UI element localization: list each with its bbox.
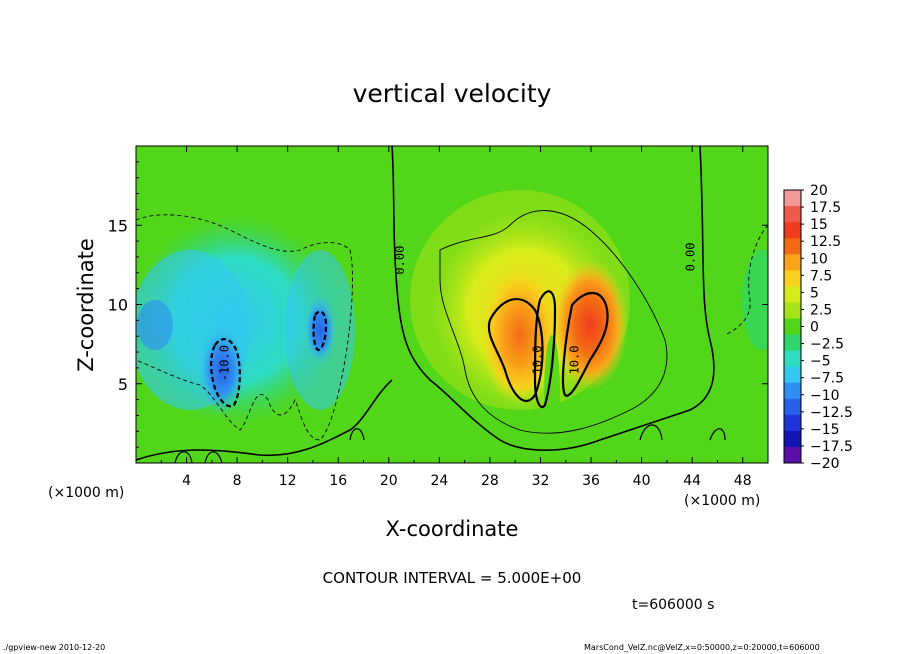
x-tick-label: 24: [430, 473, 448, 489]
x-unit-left: (×1000 m): [48, 485, 124, 501]
colorbar-label: 2.5: [810, 302, 832, 318]
colorbar-label: −10: [810, 388, 840, 404]
contour-labels: 0.00 0.00 10.0 10.0 -10.0: [217, 242, 697, 381]
colorbar-label: −2.5: [810, 337, 844, 353]
x-tick-label: 20: [380, 473, 398, 489]
colorbar-label: 17.5: [810, 200, 841, 216]
colorbar-label: −20: [810, 456, 840, 472]
colorbar-swatch: [784, 446, 801, 464]
colorbar-swatch: [784, 334, 801, 352]
colorbar-swatch: [784, 382, 801, 400]
footer-right: MarsCond_VelZ.nc@VelZ,x=0:50000,z=0:2000…: [584, 643, 820, 652]
colorbar-label: −7.5: [810, 371, 844, 387]
x-tick-label: 32: [532, 473, 550, 489]
colorbar-swatch: [784, 270, 801, 287]
time-label: t=606000 s: [632, 597, 714, 613]
contour-lines: [136, 146, 768, 463]
x-tick-label: 40: [633, 473, 651, 489]
heatmap-field: [136, 146, 768, 463]
y-tick-label: 10: [108, 296, 128, 315]
contour-label: 0.00: [393, 246, 407, 275]
colorbar-swatch: [784, 190, 801, 207]
y-axis-title: Z-coordinate: [74, 238, 98, 372]
colorbar-label: 10: [810, 251, 828, 267]
colorbar-swatch: [784, 222, 801, 239]
colorbar-swatch: [784, 254, 801, 271]
x-unit-right: (×1000 m): [684, 493, 760, 509]
colorbar-label: 15: [810, 217, 828, 233]
colorbar-label: −15: [810, 422, 840, 438]
y-tick-label: 5: [118, 375, 128, 394]
colorbar-label: −17.5: [810, 439, 853, 455]
x-tick-label: 28: [481, 473, 499, 489]
colorbar-swatch: [784, 206, 801, 223]
colorbar-label: 5: [810, 285, 819, 301]
contour-label: -10.0: [217, 345, 231, 381]
contour-label: 0.00: [684, 242, 698, 271]
colorbar-label: 0: [810, 320, 819, 336]
y-axis: 5 10 15: [108, 161, 768, 448]
chart-title: vertical velocity: [353, 79, 552, 108]
colorbar-swatch: [784, 398, 801, 416]
x-tick-label: 44: [683, 473, 701, 489]
x-tick-label: 12: [279, 473, 297, 489]
x-axis-title: X-coordinate: [386, 517, 519, 541]
contour-label: 10.0: [531, 346, 545, 375]
colorbar-swatch: [784, 430, 801, 448]
y-tick-label: 15: [108, 216, 128, 235]
colorbar-label: 20: [810, 183, 828, 199]
colorbar-swatch: [784, 350, 801, 368]
contour-label: 10.0: [567, 346, 581, 375]
colorbar-swatch: [784, 238, 801, 255]
colorbar-label: −5: [810, 354, 831, 370]
colorbar-swatch: [784, 318, 801, 336]
colorbar-swatch: [784, 286, 801, 303]
x-tick-label: 48: [734, 473, 752, 489]
colorbar-swatch: [784, 414, 801, 432]
contour-interval: CONTOUR INTERVAL = 5.000E+00: [323, 569, 582, 587]
colorbar-label: 7.5: [810, 268, 832, 284]
colorbar-swatch: [784, 302, 801, 319]
x-tick-label: 8: [233, 473, 242, 489]
x-tick-label: 4: [182, 473, 191, 489]
colorbar-label: 12.5: [810, 234, 841, 250]
colorbar-label: −12.5: [810, 405, 853, 421]
x-tick-label: 16: [329, 473, 347, 489]
x-tick-label: 36: [582, 473, 600, 489]
footer-left: ./gpview-new 2010-12-20: [3, 643, 105, 652]
x-axis: 4 8 12 16 20 24 28 32 36 40 44 48: [160, 146, 752, 489]
colorbar-swatch: [784, 366, 801, 384]
